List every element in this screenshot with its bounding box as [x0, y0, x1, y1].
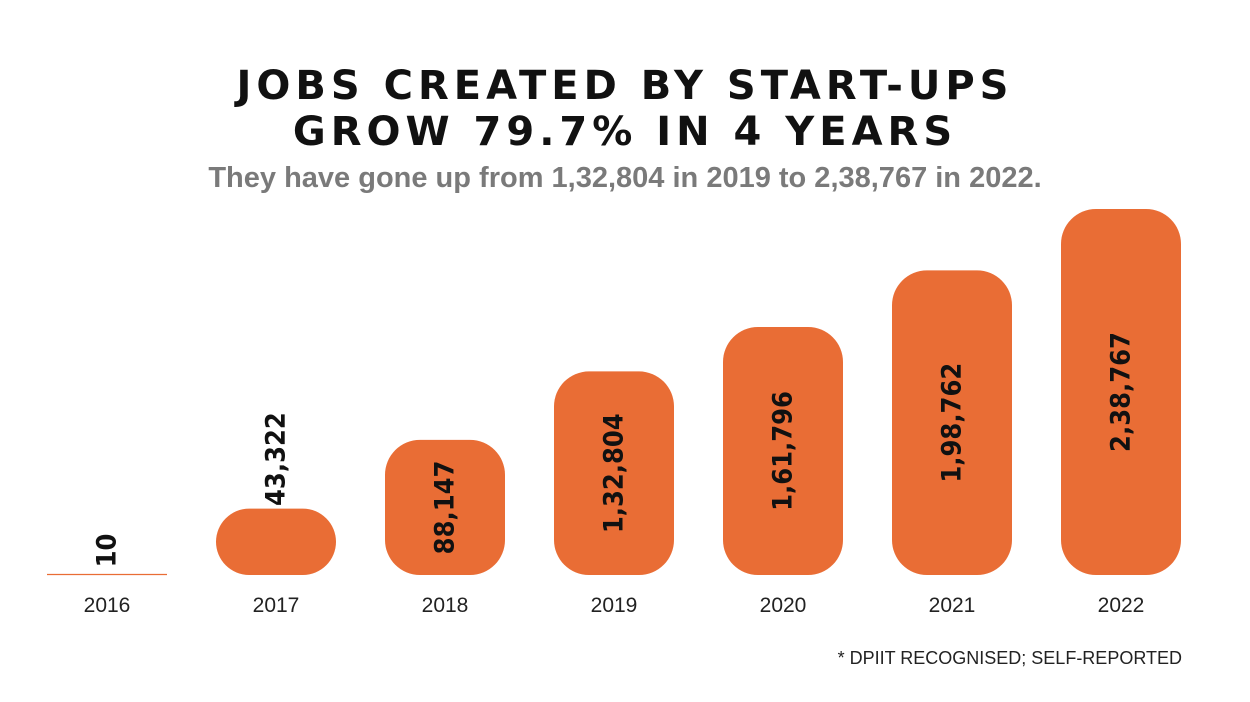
- data-label-2016: 10: [92, 534, 123, 568]
- data-label-2019: 1,32,804: [599, 413, 630, 533]
- chart-title-line-1: JOBS CREATED BY START-UPS: [236, 63, 1014, 109]
- chart-title-line-2: GROW 79.7% IN 4 YEARS: [292, 109, 958, 155]
- chart-subtitle: They have gone up from 1,32,804 in 2019 …: [208, 162, 1042, 194]
- x-tick-label-2017: 2017: [253, 594, 300, 617]
- bar-2018: [385, 439, 505, 575]
- data-label-2020: 1,61,796: [768, 391, 799, 511]
- x-tick-label-2018: 2018: [422, 594, 469, 617]
- x-tick-label-2020: 2020: [760, 594, 807, 617]
- x-tick-label-2021: 2021: [929, 594, 976, 617]
- bar-2017: [216, 508, 336, 575]
- bar-2020: [723, 326, 843, 575]
- data-label-2021: 1,98,762: [937, 363, 968, 483]
- x-tick-label-2022: 2022: [1098, 594, 1145, 617]
- data-label-2018: 88,147: [430, 461, 461, 555]
- data-label-2022: 2,38,767: [1106, 332, 1137, 452]
- x-tick-label-2019: 2019: [591, 594, 638, 617]
- bar-2022: [1061, 209, 1181, 575]
- data-label-2017: 43,322: [261, 412, 292, 506]
- footnote: * DPIIT RECOGNISED; SELF-REPORTED: [837, 648, 1182, 668]
- x-tick-label-2016: 2016: [84, 594, 131, 617]
- bar-2021: [892, 270, 1012, 575]
- bar-2019: [554, 371, 674, 575]
